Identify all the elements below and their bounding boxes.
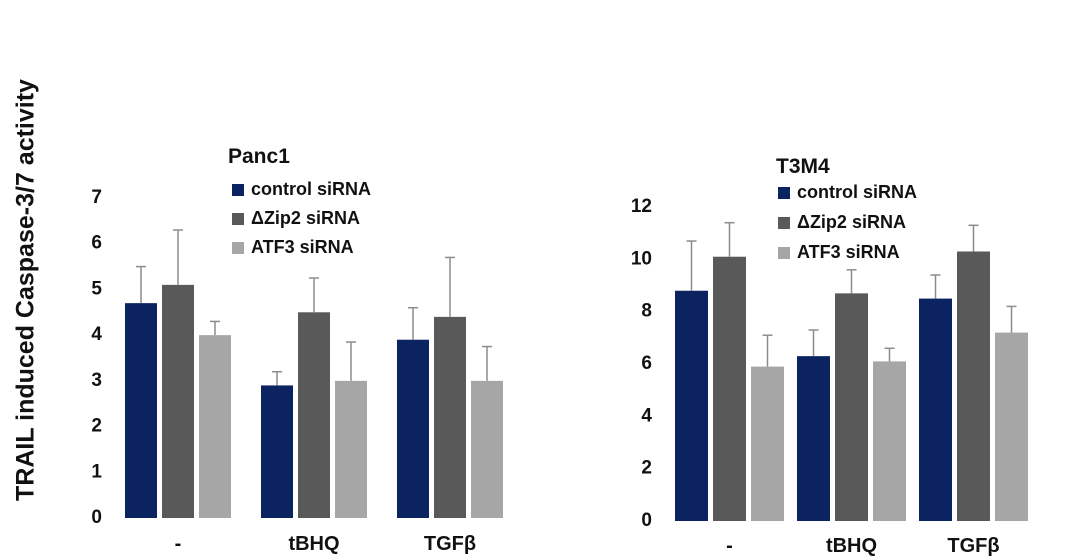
y-tick-label: 10 <box>631 248 652 269</box>
error-bar-zip2-sirna-tgf <box>445 256 455 317</box>
error-bar-zip2-sirna-tbhq <box>309 277 319 313</box>
bar-atf3-sirna-none <box>751 366 784 521</box>
bar-atf3-sirna-none <box>199 335 231 518</box>
error-bar-zip2-sirna-none <box>724 221 735 257</box>
chart-title: Panc1 <box>228 145 290 168</box>
legend-swatch <box>232 242 244 254</box>
bar-control-sirna-tbhq <box>797 356 830 521</box>
legend-item-atf3-sirna: ATF3 siRNA <box>778 242 900 262</box>
error-bar-control-sirna-none <box>136 265 146 304</box>
y-tick-label: 12 <box>631 196 652 217</box>
x-tick-label: tBHQ <box>826 535 877 557</box>
error-bar-atf3-sirna-none <box>210 320 220 336</box>
legend-swatch <box>778 187 790 199</box>
bar-atf3-sirna-tbhq <box>335 380 367 518</box>
x-tick-label: TGFβ <box>947 535 999 557</box>
y-tick-label: 6 <box>91 233 102 254</box>
error-bar-atf3-sirna-none <box>762 334 773 367</box>
chart-t3m4: 0 2 4 6 8 10 12 - tBHQ TGFβ T3M4 control siRNA ΔZip2… <box>631 155 1028 557</box>
legend-label: ΔZip2 siRNA <box>797 212 906 232</box>
bar-atf3-sirna-tgf <box>995 332 1028 521</box>
x-tick-label: - <box>726 535 733 557</box>
error-bar-atf3-sirna-tgf <box>1006 305 1017 333</box>
legend-label: control siRNA <box>797 182 917 202</box>
chart-panc1: 0 1 2 3 4 5 6 7 - tBHQ TGFβ Panc1 control siRNA ΔZip2… <box>91 145 503 555</box>
y-tick-label: 1 <box>91 461 102 482</box>
bar-control-sirna-tgf <box>919 298 952 521</box>
error-bar-control-sirna-tbhq <box>808 329 819 357</box>
bar-control-sirna-tbhq <box>261 385 293 518</box>
y-tick-label: 4 <box>91 324 102 345</box>
bar-zip2-sirna-tbhq <box>298 312 330 518</box>
legend-item-control-sirna: control siRNA <box>232 179 371 199</box>
error-bar-control-sirna-tgf <box>930 274 941 299</box>
y-tick-label: 0 <box>641 510 652 531</box>
legend: control siRNA ΔZip2 siRNA ATF3 siRNA <box>232 179 371 257</box>
x-tick-label: tBHQ <box>288 533 339 555</box>
bar-control-sirna-tgf <box>397 339 429 518</box>
error-bar-control-sirna-tgf <box>408 306 418 340</box>
legend-item-control-sirna: control siRNA <box>778 182 917 202</box>
y-tick-label: 4 <box>641 405 652 426</box>
error-bar-zip2-sirna-tgf <box>968 224 979 252</box>
y-tick-label: 7 <box>91 187 102 208</box>
y-axis-label: TRAIL induced Caspase-3/7 activity <box>12 79 40 501</box>
y-tick-label: 5 <box>91 278 102 299</box>
error-bar-atf3-sirna-tbhq <box>346 341 356 381</box>
legend-item-zip2-sirna: ΔZip2 siRNA <box>232 208 360 228</box>
legend: control siRNA ΔZip2 siRNA ATF3 siRNA <box>778 182 917 262</box>
legend-item-atf3-sirna: ATF3 siRNA <box>232 237 354 257</box>
error-bar-zip2-sirna-tbhq <box>846 269 857 294</box>
legend-label: ATF3 siRNA <box>797 242 900 262</box>
legend-label: ATF3 siRNA <box>251 237 354 257</box>
error-bar-control-sirna-tbhq <box>272 370 282 386</box>
bar-zip2-sirna-tgf <box>434 316 466 518</box>
x-tick-label: - <box>175 533 182 555</box>
bar-control-sirna-none <box>125 303 157 518</box>
y-tick-label: 0 <box>91 507 102 528</box>
chart-title: T3M4 <box>776 155 830 178</box>
error-bar-zip2-sirna-none <box>173 229 183 285</box>
y-tick-label: 2 <box>91 416 102 437</box>
y-tick-label: 2 <box>641 458 652 479</box>
bar-zip2-sirna-none <box>162 284 194 518</box>
x-tick-label: TGFβ <box>424 533 476 555</box>
legend-swatch <box>232 213 244 225</box>
y-tick-label: 3 <box>91 370 102 391</box>
bar-zip2-sirna-tgf <box>957 251 990 521</box>
legend-swatch <box>232 184 244 196</box>
legend-label: ΔZip2 siRNA <box>251 208 360 228</box>
error-bar-atf3-sirna-tgf <box>482 345 492 381</box>
bar-control-sirna-none <box>675 290 708 521</box>
legend-label: control siRNA <box>251 179 371 199</box>
bar-atf3-sirna-tgf <box>471 380 503 518</box>
legend-swatch <box>778 247 790 259</box>
error-bar-control-sirna-none <box>686 240 697 291</box>
bar-atf3-sirna-tbhq <box>873 361 906 521</box>
legend-swatch <box>778 217 790 229</box>
error-bar-atf3-sirna-tbhq <box>884 347 895 362</box>
bar-zip2-sirna-none <box>713 256 746 521</box>
bar-zip2-sirna-tbhq <box>835 293 868 521</box>
y-tick-label: 8 <box>641 301 652 322</box>
legend-item-zip2-sirna: ΔZip2 siRNA <box>778 212 906 232</box>
y-tick-label: 6 <box>641 353 652 374</box>
